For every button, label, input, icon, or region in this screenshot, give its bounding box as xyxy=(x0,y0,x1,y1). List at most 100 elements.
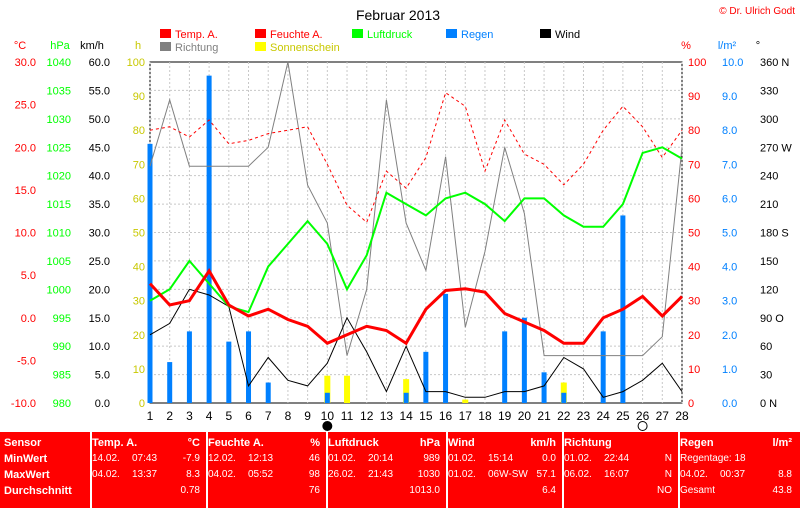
tick-label-humidity: 40 xyxy=(688,262,700,274)
stats-divider xyxy=(90,432,92,508)
legend-label: Richtung xyxy=(175,42,218,54)
rain-bar xyxy=(265,382,271,403)
tick-label-direction: 150 xyxy=(760,256,778,268)
legend-swatch xyxy=(446,29,457,38)
tick-label-humidity: 20 xyxy=(688,330,700,342)
stats-cell-date: 14.02. xyxy=(92,453,120,464)
tick-label-temp: 0.0 xyxy=(21,313,36,325)
stats-header-name: Luftdruck xyxy=(328,437,379,449)
tick-label-temp: -10.0 xyxy=(11,398,36,410)
rain-bar xyxy=(246,331,252,403)
tick-label-humidity: 70 xyxy=(688,159,700,171)
legend-label: Luftdruck xyxy=(367,29,413,41)
tick-label-pressure: 1035 xyxy=(47,85,71,97)
tick-label-humidity: 90 xyxy=(688,91,700,103)
tick-label-sun: 100 xyxy=(127,57,145,69)
stats-cell-time: 15:14 xyxy=(488,453,514,464)
tick-label-direction: 330 xyxy=(760,85,778,97)
stats-cell-value: 43.8 xyxy=(772,485,792,496)
rain-bar xyxy=(541,372,547,403)
stats-cell-value: 989 xyxy=(423,453,440,464)
stats-cell-row: 14.02. 07:43 -7.9 xyxy=(92,453,204,466)
stats-row-label: Durchschnitt xyxy=(4,485,72,497)
axis-unit-humidity: % xyxy=(681,40,691,52)
stats-header: Luftdruck hPa xyxy=(328,437,444,450)
x-tick-label: 1 xyxy=(147,409,154,423)
stats-cell-value: N xyxy=(664,453,672,464)
x-tick-label: 21 xyxy=(537,409,551,423)
tick-label-direction: 120 xyxy=(760,284,778,296)
tick-label-rain: 9.0 xyxy=(722,91,737,103)
axis-unit-rain: l/m² xyxy=(718,40,737,52)
sunshine-bar xyxy=(403,379,410,403)
tick-label-pressure: 1025 xyxy=(47,142,71,154)
stats-cell-time: 20:14 xyxy=(368,453,394,464)
tick-label-temp: 25.0 xyxy=(15,100,36,112)
tick-label-wind: 20.0 xyxy=(89,284,110,296)
tick-label-temp: 10.0 xyxy=(15,228,36,240)
rain-bar xyxy=(324,392,330,403)
stats-cell-date: 04.02. xyxy=(680,469,708,480)
tick-label-direction: 30 xyxy=(760,370,772,382)
stats-header-unit: % xyxy=(310,437,320,449)
tick-label-humidity: 10 xyxy=(688,364,700,376)
tick-label-wind: 45.0 xyxy=(89,142,110,154)
stats-row-labels: Sensor MinWert MaxWert Durchschnitt xyxy=(4,432,88,508)
rain-bar xyxy=(561,392,567,403)
rain-bar xyxy=(521,317,527,403)
tick-label-wind: 10.0 xyxy=(89,341,110,353)
weather-chart: 30.025.020.015.010.05.00.0-5.0-10.010401… xyxy=(11,6,795,431)
stats-cell-date: 01.02. xyxy=(328,453,356,464)
x-tick-label: 8 xyxy=(285,409,292,423)
axis-unit-sun: h xyxy=(135,40,141,52)
stats-header: Wind km/h xyxy=(448,437,560,450)
stats-cell-date: 04.02. xyxy=(208,469,236,480)
stats-cell-time: 13:37 xyxy=(132,469,158,480)
chart-title: Februar 2013 xyxy=(356,7,440,23)
x-tick-label: 23 xyxy=(577,409,591,423)
stats-header-name: Feuchte A. xyxy=(208,437,264,449)
stats-cell-row: 01.02. 15:14 0.0 xyxy=(448,453,560,466)
tick-label-pressure: 985 xyxy=(53,370,71,382)
stats-cell-row: Gesamt 43.8 xyxy=(680,485,796,498)
tick-label-direction: 210 xyxy=(760,199,778,211)
stats-header-unit: °C xyxy=(187,437,200,449)
tick-label-rain: 2.0 xyxy=(722,330,737,342)
x-tick-label: 4 xyxy=(206,409,213,423)
rain-bar xyxy=(147,143,153,403)
stats-header-name: Temp. A. xyxy=(92,437,138,449)
axis-unit-wind: km/h xyxy=(80,40,104,52)
stats-cell-date: 06.02. xyxy=(564,469,592,480)
x-tick-label: 22 xyxy=(557,409,571,423)
legend-swatch xyxy=(160,29,171,38)
stats-cell-date: 01.02. xyxy=(448,469,476,480)
stats-header-unit: hPa xyxy=(419,437,440,449)
axis-unit-direction: ° xyxy=(756,40,760,52)
stats-cell-value: -7.9 xyxy=(182,453,200,464)
stats-cell-row: 01.02. 22:44 N xyxy=(564,453,676,466)
stats-header: Feuchte A.% xyxy=(208,437,324,450)
stats-header-unit: l/m² xyxy=(772,437,792,449)
stats-header-name: Regen xyxy=(680,437,714,449)
rain-bar xyxy=(423,351,429,403)
x-tick-label: 10 xyxy=(321,409,335,423)
x-tick-label: 25 xyxy=(616,409,630,423)
new-moon-icon xyxy=(322,421,333,431)
x-tick-label: 26 xyxy=(636,409,650,423)
stats-column: Temp. A. °C 14.02. 07:43 -7.9 04.02. 13:37 8.3 0… xyxy=(92,432,204,508)
tick-label-wind: 5.0 xyxy=(95,370,110,382)
stats-cell-value: NO xyxy=(657,485,672,496)
stats-header: Regen l/m² xyxy=(680,437,796,450)
stats-cell-value: 0.0 xyxy=(542,453,556,464)
tick-label-wind: 15.0 xyxy=(89,313,110,325)
stats-divider xyxy=(562,432,564,508)
legend-swatch xyxy=(160,42,171,51)
series-line-direction xyxy=(149,61,683,357)
tick-label-pressure: 1010 xyxy=(47,228,71,240)
rain-bar xyxy=(186,331,192,403)
legend-swatch xyxy=(255,42,266,51)
tick-label-sun: 10 xyxy=(133,364,145,376)
copyright: © Dr. Ulrich Godt xyxy=(719,6,795,17)
tick-label-temp: 20.0 xyxy=(15,142,36,154)
stats-column: Richtung 01.02. 22:44 N 06.02. 16:07 N NO xyxy=(564,432,676,508)
